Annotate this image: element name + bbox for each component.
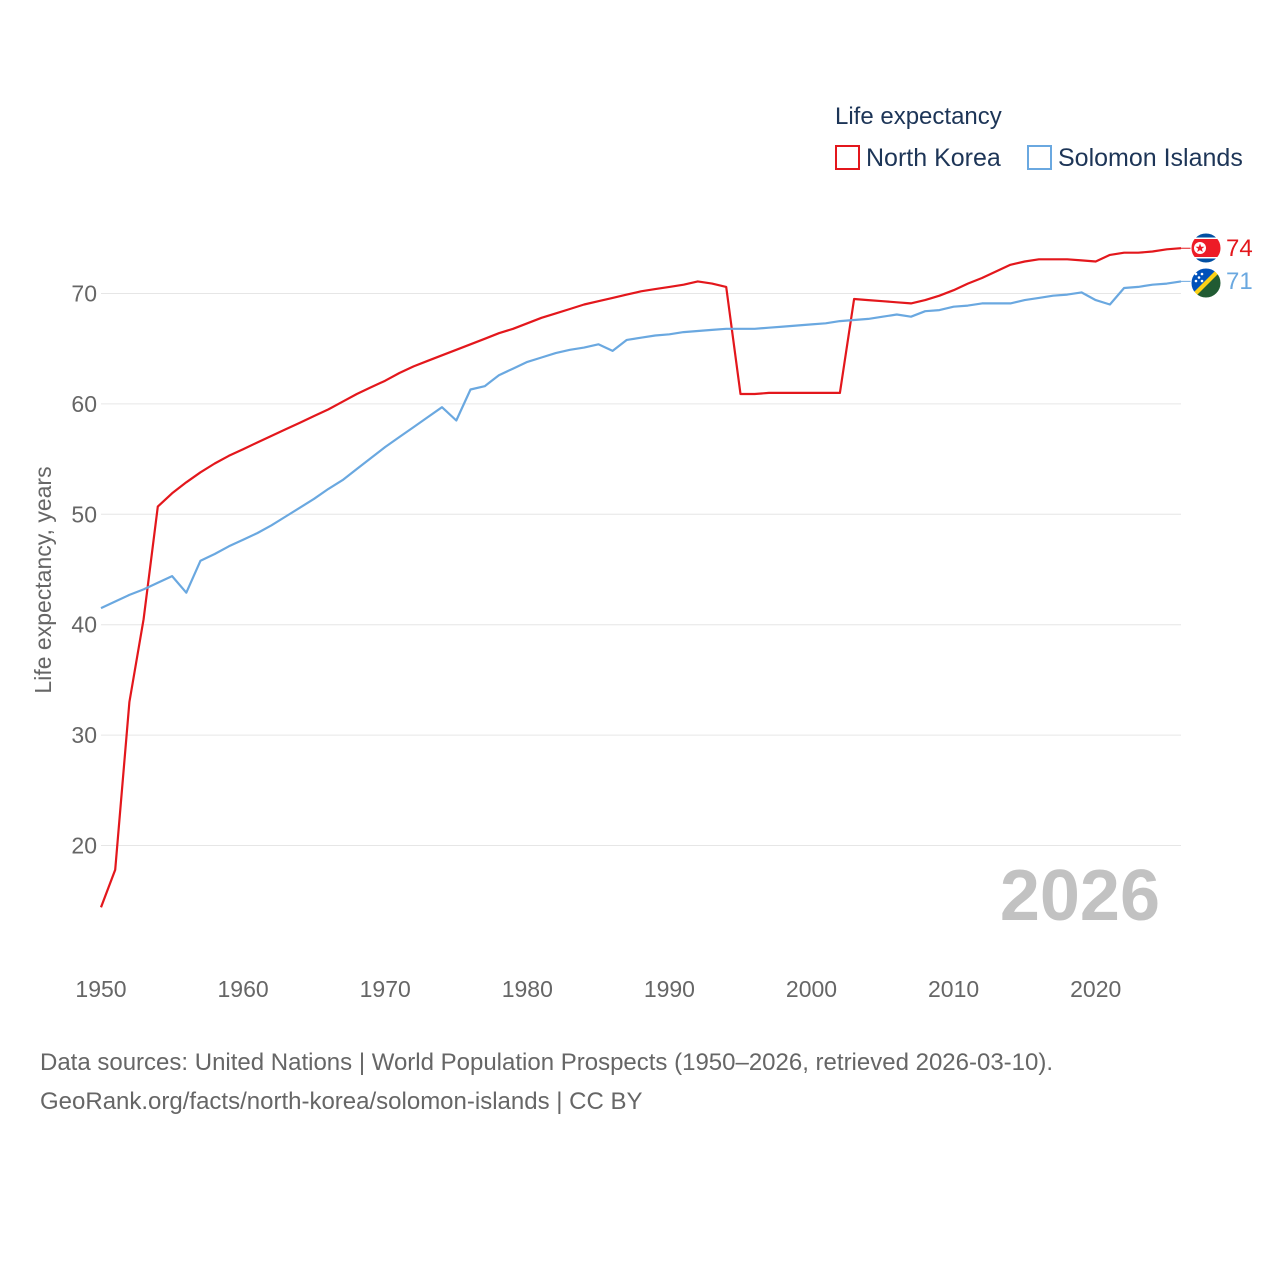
solomon-islands-flag-icon bbox=[1190, 267, 1222, 299]
y-axis-title: Life expectancy, years bbox=[30, 466, 56, 693]
year-label: 2026 bbox=[1000, 856, 1160, 936]
series-line-solomon-islands[interactable] bbox=[100, 280, 1182, 610]
end-value-label-solomon-islands: 71 bbox=[1226, 268, 1253, 295]
x-tick-label-2020: 2020 bbox=[1070, 976, 1121, 1002]
source-line-link[interactable]: GeoRank.org/facts/north-korea/solomon-is… bbox=[40, 1088, 643, 1115]
x-tick-label-1970: 1970 bbox=[360, 976, 411, 1002]
legend-entry-solomon-islands[interactable]: Solomon Islands bbox=[1027, 144, 1243, 172]
x-tick-label-1980: 1980 bbox=[502, 976, 553, 1002]
x-axis-ticks: 1950 1960 1970 1980 1990 2000 2010 2020 bbox=[75, 976, 1121, 1002]
source-note: Data sources: United Nations | World Pop… bbox=[40, 1043, 1240, 1121]
y-axis-ticks: 20 30 40 50 60 70 bbox=[71, 281, 97, 859]
legend: Life expectancy North Korea Solomon Isla… bbox=[835, 103, 1243, 172]
y-tick-label-70: 70 bbox=[71, 281, 97, 307]
legend-label-north-korea: North Korea bbox=[866, 144, 1001, 172]
y-tick-label-50: 50 bbox=[71, 501, 97, 527]
legend-title: Life expectancy bbox=[835, 103, 1002, 130]
y-tick-label-20: 20 bbox=[71, 833, 97, 859]
y-tick-label-40: 40 bbox=[71, 612, 97, 638]
end-value-label-north-korea: 74 bbox=[1226, 235, 1253, 262]
series-line-north-korea[interactable] bbox=[99, 247, 1182, 908]
north-korea-flag-icon bbox=[1190, 232, 1222, 264]
legend-swatch-solomon-islands bbox=[1027, 145, 1052, 170]
y-tick-label-30: 30 bbox=[71, 722, 97, 748]
legend-label-solomon-islands: Solomon Islands bbox=[1058, 144, 1243, 172]
y-tick-label-60: 60 bbox=[71, 391, 97, 417]
x-tick-label-1960: 1960 bbox=[218, 976, 269, 1002]
legend-swatch-north-korea bbox=[835, 145, 860, 170]
x-tick-label-1950: 1950 bbox=[75, 976, 126, 1002]
series-lines bbox=[99, 247, 1191, 908]
x-tick-label-2010: 2010 bbox=[928, 976, 979, 1002]
x-tick-label-2000: 2000 bbox=[786, 976, 837, 1002]
x-tick-label-1990: 1990 bbox=[644, 976, 695, 1002]
gridlines bbox=[101, 293, 1181, 846]
source-line-data: Data sources: United Nations | World Pop… bbox=[40, 1049, 1054, 1076]
legend-entry-north-korea[interactable]: North Korea bbox=[835, 144, 1001, 172]
